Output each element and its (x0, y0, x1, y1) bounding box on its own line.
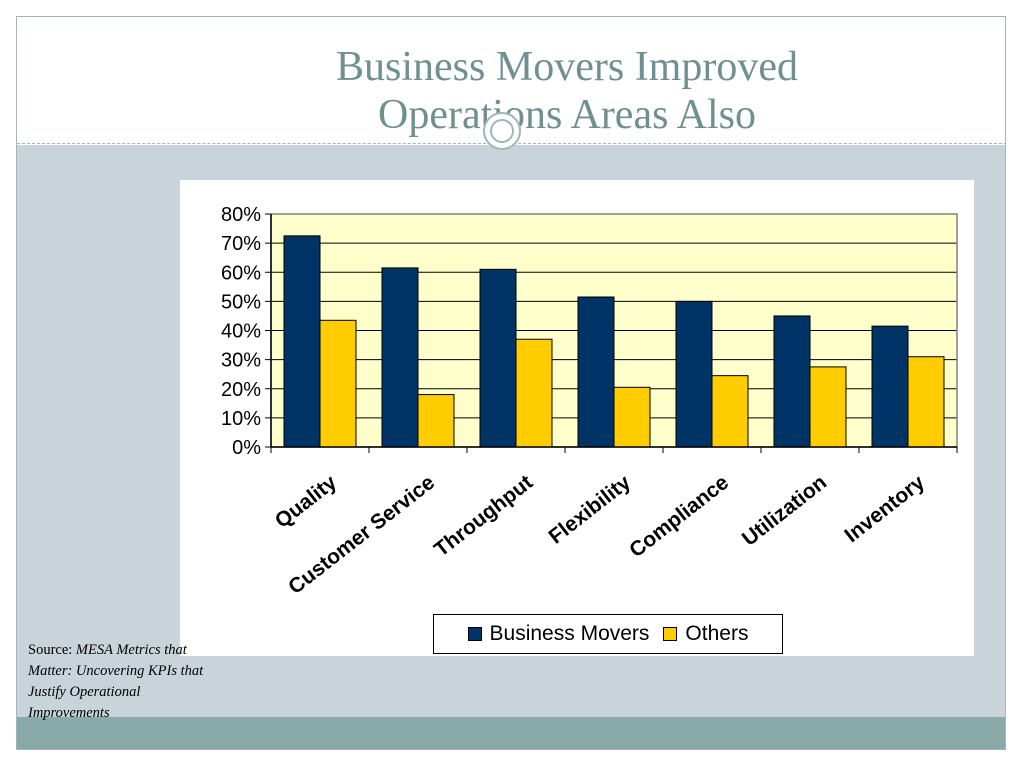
source-label: Source: (28, 642, 76, 658)
x-tick-label: Throughput (430, 471, 537, 562)
y-tick-label: 50% (221, 291, 261, 313)
bar-business-movers (381, 267, 419, 448)
legend-swatch-others (663, 627, 678, 641)
slide-title-line-1: Business Movers Improved (336, 44, 798, 90)
bar-business-movers (577, 296, 615, 448)
bar-business-movers (675, 300, 713, 448)
y-tick-label: 0% (232, 437, 261, 459)
y-tick-label: 40% (221, 321, 261, 343)
y-tick-label: 80% (221, 204, 261, 226)
slide-title: Business Movers Improved Operations Area… (197, 43, 937, 139)
y-tick-label: 20% (221, 379, 261, 401)
legend-swatch-business-movers (467, 627, 482, 641)
bar-others (809, 366, 847, 448)
y-tick-label: 30% (221, 350, 261, 372)
bar-chart: 0%10%20%30%40%50%60%70%80%QualityCustome… (221, 204, 958, 599)
chart-area: 0% 10% 20% 30% 40% 50% 60% 70% 80% Quality Custome… (180, 180, 974, 656)
x-tick-label: Utilization (738, 471, 831, 551)
footer-band (17, 717, 1005, 749)
bar-others (515, 338, 553, 448)
bar-others (613, 386, 651, 448)
x-tick-label: Quality (271, 471, 342, 533)
bar-others (907, 356, 945, 448)
x-tick-label: Compliance (625, 471, 733, 562)
y-tick-label: 60% (221, 262, 261, 284)
legend-item-business-movers: Business Movers (467, 622, 650, 646)
x-tick-label: Flexibility (545, 471, 636, 549)
y-tick-label: 10% (221, 408, 261, 430)
legend-label-business-movers: Business Movers (489, 622, 650, 645)
source-citation: MESA Metrics that Matter: Uncovering KPI… (28, 642, 204, 721)
bar-business-movers (871, 325, 909, 448)
bar-business-movers (773, 315, 811, 448)
x-tick-label: Inventory (840, 471, 929, 548)
bar-business-movers (283, 235, 321, 448)
bar-others (417, 394, 455, 448)
source-note: Source: MESA Metrics that Matter: Uncove… (28, 640, 208, 724)
legend-label-others: Others (685, 622, 749, 645)
y-tick-label: 70% (221, 233, 261, 255)
chart-legend: Business Movers Others (433, 614, 783, 654)
legend-item-others: Others (663, 622, 748, 646)
bar-others (319, 319, 357, 448)
bar-others (711, 375, 749, 448)
bar-business-movers (479, 268, 517, 448)
circle-ornament-icon (483, 112, 521, 150)
slide-title-line-2: Operations Areas Also (378, 92, 756, 138)
